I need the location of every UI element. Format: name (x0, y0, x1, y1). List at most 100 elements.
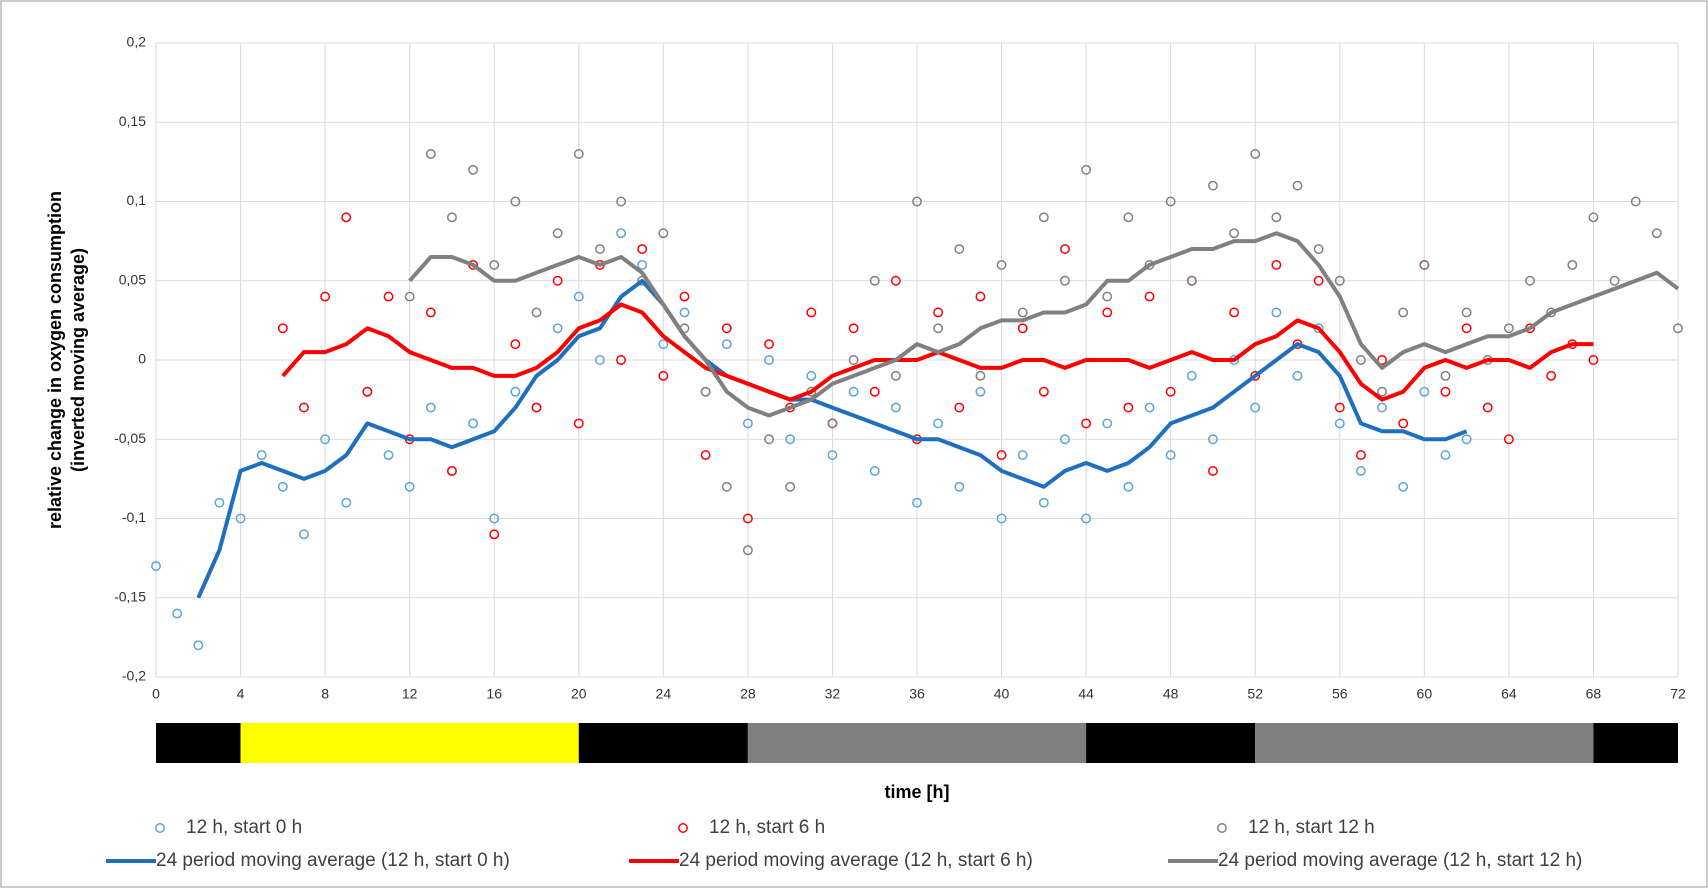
data-point (869, 275, 880, 286)
data-point (1017, 450, 1028, 461)
data-point (954, 481, 965, 492)
data-point (489, 259, 500, 270)
data-point (1207, 466, 1218, 476)
data-point (1102, 291, 1113, 302)
data-point (362, 386, 373, 397)
data-point (954, 402, 965, 413)
data-point (1482, 402, 1493, 413)
x-tick-label: 16 (486, 686, 502, 702)
data-point (616, 196, 627, 207)
data-point (1588, 212, 1599, 223)
data-point (1355, 466, 1366, 476)
data-point (1123, 481, 1134, 492)
data-point (1123, 402, 1134, 413)
data-point (299, 402, 309, 413)
data-point (320, 434, 331, 445)
data-point (172, 608, 183, 619)
data-point (1313, 275, 1324, 286)
data-point (996, 450, 1007, 461)
data-point (848, 323, 859, 334)
data-point (383, 291, 394, 302)
data-point (468, 164, 479, 175)
y-axis-title: relative change in oxygen consumption (i… (45, 191, 88, 529)
data-point (1461, 307, 1472, 318)
data-point (594, 244, 605, 255)
data-point (1207, 180, 1218, 191)
data-point (764, 355, 774, 365)
data-point (341, 497, 352, 508)
light-phase (240, 723, 579, 763)
data-point (193, 640, 204, 651)
data-point (658, 370, 669, 381)
data-point (1229, 228, 1240, 239)
data-point (1440, 386, 1451, 397)
data-point (1440, 370, 1451, 381)
data-point (573, 291, 584, 302)
x-tick-label: 32 (825, 686, 841, 702)
data-point (975, 386, 986, 397)
data-point (1461, 323, 1472, 334)
y-tick-label: -0,05 (114, 430, 146, 446)
y-tick-label: 0,2 (127, 34, 147, 50)
data-point (1123, 212, 1134, 223)
data-point (848, 355, 859, 365)
data-point (1651, 228, 1662, 239)
data-point (1334, 418, 1345, 429)
data-point (1377, 355, 1388, 365)
data-point (489, 529, 500, 540)
data-point (1038, 212, 1049, 223)
data-point (1271, 259, 1282, 270)
x-tick-label: 8 (321, 686, 329, 702)
y-tick-label: -0,2 (122, 668, 146, 684)
data-point (1567, 259, 1578, 270)
data-point (1271, 212, 1282, 223)
data-point (235, 513, 246, 524)
y-tick-label: 0,05 (119, 271, 146, 287)
legend-label: 12 h, start 0 h (186, 817, 302, 838)
x-tick-label: 48 (1163, 686, 1179, 702)
data-point (700, 450, 711, 461)
data-point (721, 323, 732, 334)
data-point (933, 323, 944, 334)
data-point (721, 481, 732, 492)
data-point (637, 259, 648, 270)
data-point (573, 418, 584, 429)
data-point (1355, 355, 1366, 365)
x-tick-label: 28 (740, 686, 756, 702)
data-point (489, 513, 500, 524)
x-tick-label: 68 (1586, 686, 1602, 702)
data-point (1144, 291, 1155, 302)
data-point (742, 513, 753, 524)
data-point (1060, 434, 1070, 445)
data-point (869, 466, 880, 476)
data-point (1081, 513, 1092, 524)
data-point (616, 355, 627, 365)
legend-label: 24 period moving average (12 h, start 12… (1218, 850, 1582, 871)
y-tick-label: 0 (138, 351, 146, 367)
data-point (1144, 402, 1155, 413)
data-point (1355, 450, 1366, 461)
data-point (975, 370, 986, 381)
data-point (1060, 275, 1070, 286)
data-point (869, 386, 880, 397)
data-point (658, 228, 669, 239)
legend-label: 24 period moving average (12 h, start 0 … (156, 850, 510, 871)
data-point (1250, 149, 1261, 159)
data-point (637, 244, 648, 255)
light-phase (1086, 723, 1256, 763)
data-point (1038, 497, 1049, 508)
legend-marker (1217, 823, 1227, 833)
data-point (510, 339, 521, 350)
data-point (1398, 418, 1409, 429)
data-point (1250, 402, 1261, 413)
data-point (933, 307, 944, 318)
data-point (806, 370, 817, 381)
legend-marker (678, 823, 688, 833)
data-point (785, 481, 796, 492)
x-tick-label: 24 (656, 686, 672, 702)
light-phase (1255, 723, 1594, 763)
data-point (1630, 196, 1641, 207)
light-phase (156, 723, 241, 763)
data-point (679, 291, 690, 302)
x-tick-label: 60 (1417, 686, 1433, 702)
